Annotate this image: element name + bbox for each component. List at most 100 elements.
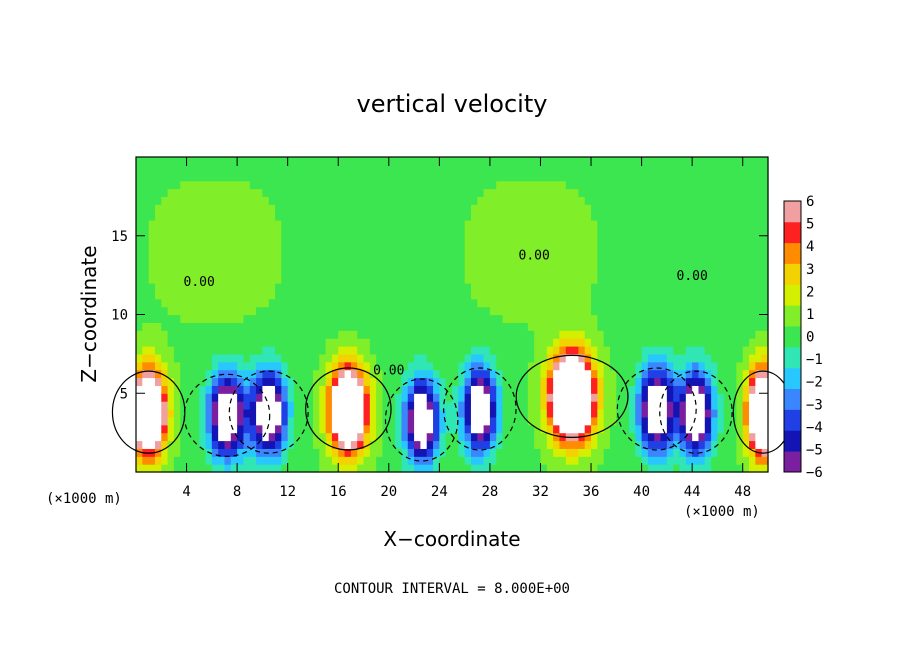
heatmap-cell [243,314,251,323]
heatmap-cell [312,259,320,268]
heatmap-cell [224,298,232,308]
heatmap-cell [521,267,529,276]
heatmap-cell [338,204,346,213]
heatmap-cell [186,440,194,449]
heatmap-cell [325,188,333,197]
heatmap-cell [616,212,624,221]
heatmap-cell [376,180,384,190]
heatmap-cell [635,346,643,355]
heatmap-cell [369,204,377,213]
heatmap-cell [483,369,491,379]
heatmap-cell [470,243,478,253]
heatmap-cell [167,377,175,386]
heatmap-cell [458,235,466,245]
heatmap-cell [186,212,194,221]
heatmap-cell [167,172,175,182]
heatmap-cell [622,180,630,190]
heatmap-cell [685,227,693,237]
heatmap-cell [742,204,750,213]
heatmap-cell [477,416,485,426]
heatmap-cell [319,385,327,394]
heatmap-cell [306,172,314,182]
heatmap-cell [502,393,510,402]
heatmap-cell [610,416,617,426]
heatmap-cell [723,424,731,434]
heatmap-cell [211,338,219,347]
heatmap-cell [243,464,251,473]
heatmap-cell [660,235,668,245]
heatmap-cell [711,353,719,363]
heatmap-cell [628,275,636,284]
heatmap-cell [192,227,200,237]
heatmap-cell [749,401,756,410]
heatmap-cell [300,275,308,284]
heatmap-cell [654,243,662,253]
heatmap-cell [742,377,750,386]
heatmap-cell [363,298,371,308]
heatmap-cell [477,290,485,300]
heatmap-cell [331,212,339,221]
heatmap-cell [344,204,352,213]
heatmap-cell [300,283,308,292]
heatmap-cell [616,157,624,166]
heatmap-cell [736,361,744,371]
heatmap-cell [395,243,403,253]
heatmap-cell [249,385,257,394]
heatmap-cell [502,227,510,237]
heatmap-cell [199,180,207,190]
heatmap-cell [464,290,472,300]
heatmap-cell [496,338,504,347]
heatmap-cell [647,243,655,253]
heatmap-cell [407,409,415,418]
heatmap-cell [730,157,737,166]
heatmap-cell [464,369,472,379]
heatmap-cell [306,346,314,355]
heatmap-cell [635,267,643,276]
heatmap-cell [755,377,763,386]
heatmap-cell [376,283,384,292]
heatmap-cell [736,220,744,229]
heatmap-cell [641,416,649,426]
heatmap-cell [628,377,636,386]
heatmap-cell [306,290,314,300]
heatmap-cell [287,180,295,190]
heatmap-cell [496,393,504,402]
heatmap-cell [426,196,434,205]
heatmap-cell [742,259,750,268]
heatmap-cell [401,157,409,166]
heatmap-cell [237,275,245,284]
heatmap-cell [515,267,523,276]
heatmap-cell [401,204,409,213]
heatmap-cell [369,338,377,347]
heatmap-cell [458,330,466,339]
heatmap-cell [154,456,162,465]
heatmap-cell [736,204,744,213]
heatmap-cell [414,220,421,229]
heatmap-cell [673,157,681,166]
heatmap-cell [338,385,346,394]
heatmap-cell [489,251,497,260]
heatmap-cell [584,330,592,339]
heatmap-cell [363,346,371,355]
heatmap-cell [578,188,586,197]
heatmap-cell [369,180,377,190]
heatmap-cell [591,338,598,347]
heatmap-cell [628,353,636,363]
heatmap-cell [224,243,232,253]
heatmap-cell [268,432,276,442]
heatmap-cell [180,212,188,221]
heatmap-cell [256,464,263,473]
heatmap-cell [275,416,282,426]
heatmap-cell [622,306,630,316]
heatmap-cell [647,180,655,190]
heatmap-cell [654,259,662,268]
heatmap-cell [723,409,731,418]
heatmap-cell [597,424,605,434]
heatmap-cell [388,188,396,197]
heatmap-cell [458,456,466,465]
heatmap-cell [325,251,333,260]
heatmap-cell [679,235,687,245]
heatmap-cell [704,251,712,260]
heatmap-cell [426,409,434,418]
heatmap-cell [388,432,396,442]
